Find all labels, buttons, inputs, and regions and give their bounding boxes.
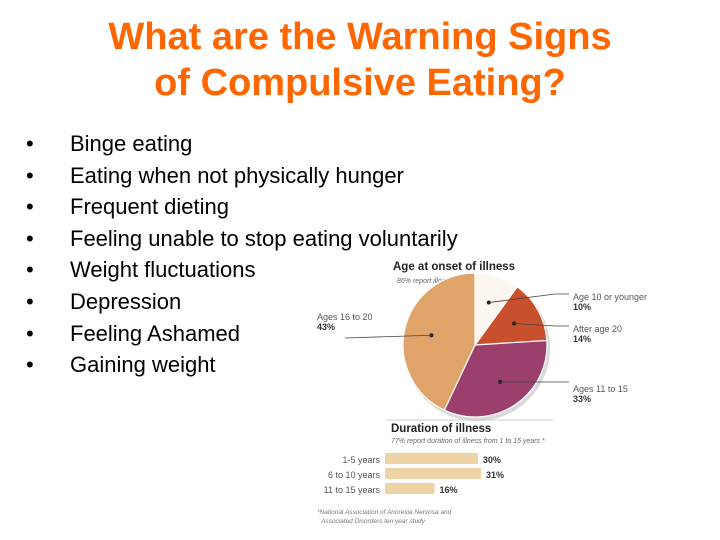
bullet-text: Feeling unable to stop eating voluntaril… (70, 225, 458, 251)
slice-value: 10% (573, 302, 591, 312)
slice-value: 33% (573, 394, 591, 404)
onset-heading: Age at onset of illness (393, 261, 515, 273)
bullet-dot: • (26, 320, 34, 346)
slice-value: 43% (317, 322, 335, 332)
title-line-1: What are the Warning Signs (108, 16, 612, 58)
bullet-item: • Feeling Ashamed (26, 318, 458, 350)
bullet-text: Eating when not physically hunger (70, 162, 404, 188)
bar-value-label: 31% (486, 470, 504, 480)
slice-label: After age 20 (573, 324, 622, 334)
bullet-dot: • (26, 288, 34, 314)
bullet-text: Frequent dieting (70, 194, 229, 220)
bullet-dot: • (26, 257, 34, 283)
bullet-item: • Gaining weight (26, 349, 458, 381)
bullet-dot: • (26, 352, 34, 378)
bullet-text: Binge eating (70, 131, 193, 156)
bar-value-label: 16% (440, 485, 458, 495)
duration-subheading: 77% report duration of illness from 1 to… (391, 438, 545, 445)
pie-slice (443, 339, 548, 418)
leader-line (344, 334, 432, 339)
onset-subheading: 86% report illness by age (397, 278, 476, 285)
bullet-text: Feeling Ashamed (70, 320, 240, 346)
bar-value-label: 30% (483, 455, 501, 465)
leader-line (488, 293, 569, 303)
duration-bar (385, 483, 435, 494)
bar-category-label: 11 to 15 years (324, 485, 381, 495)
slice-value: 14% (573, 334, 591, 344)
bullet-dot: • (26, 162, 34, 188)
slice-label: Ages 11 to 15 (573, 384, 628, 394)
bullet-item: • Eating when not physically hunger (26, 160, 458, 192)
pie-slice (473, 285, 548, 346)
title-line-2: of Compulsive Eating? (154, 62, 566, 104)
bullet-item: • Frequent dieting (26, 191, 458, 223)
duration-bar-chart: 1-5 years 30% 6 to 10 years 31% 11 to 15 yea… (324, 453, 504, 495)
leader-line (514, 323, 569, 327)
slice-label: Ages 16 to 20 (317, 312, 373, 322)
duration-footnote-line-2: Associated Disorders ten year study (320, 518, 426, 525)
bullet-dot: • (26, 225, 34, 251)
bar-category-label: 1-5 years (342, 455, 380, 465)
bullet-item: • Feeling unable to stop eating voluntari… (26, 223, 458, 255)
bullet-dot: • (26, 131, 34, 156)
bullet-item: • Depression (26, 286, 458, 318)
onset-pie-chart (402, 272, 550, 421)
bullet-text: Weight fluctuations (70, 257, 256, 283)
warning-signs-list: • Binge eating • Eating when not physically… (26, 128, 458, 381)
duration-bar (385, 468, 481, 479)
bullet-text: Depression (70, 288, 182, 314)
bullet-dot: • (26, 194, 34, 220)
bar-category-label: 6 to 10 years (328, 470, 381, 480)
slide-title: What are the Warning Signs of Compulsive… (0, 14, 720, 106)
duration-bar (385, 453, 478, 464)
illness-infographic: Age at onset of illness 86% report illne… (285, 252, 700, 537)
bullet-item: • Weight fluctuations (26, 254, 458, 286)
slice-label: Age 10 or younger (573, 292, 647, 302)
duration-heading: Duration of illness (391, 423, 491, 435)
duration-footnote-line-1: *National Association of Anorexia Nervos… (317, 509, 452, 516)
bullet-item: • Binge eating (26, 128, 458, 160)
bullet-text: Gaining weight (70, 352, 216, 378)
infographic-svg: Age at onset of illness 86% report illne… (317, 261, 647, 525)
pie-slice (402, 272, 476, 411)
